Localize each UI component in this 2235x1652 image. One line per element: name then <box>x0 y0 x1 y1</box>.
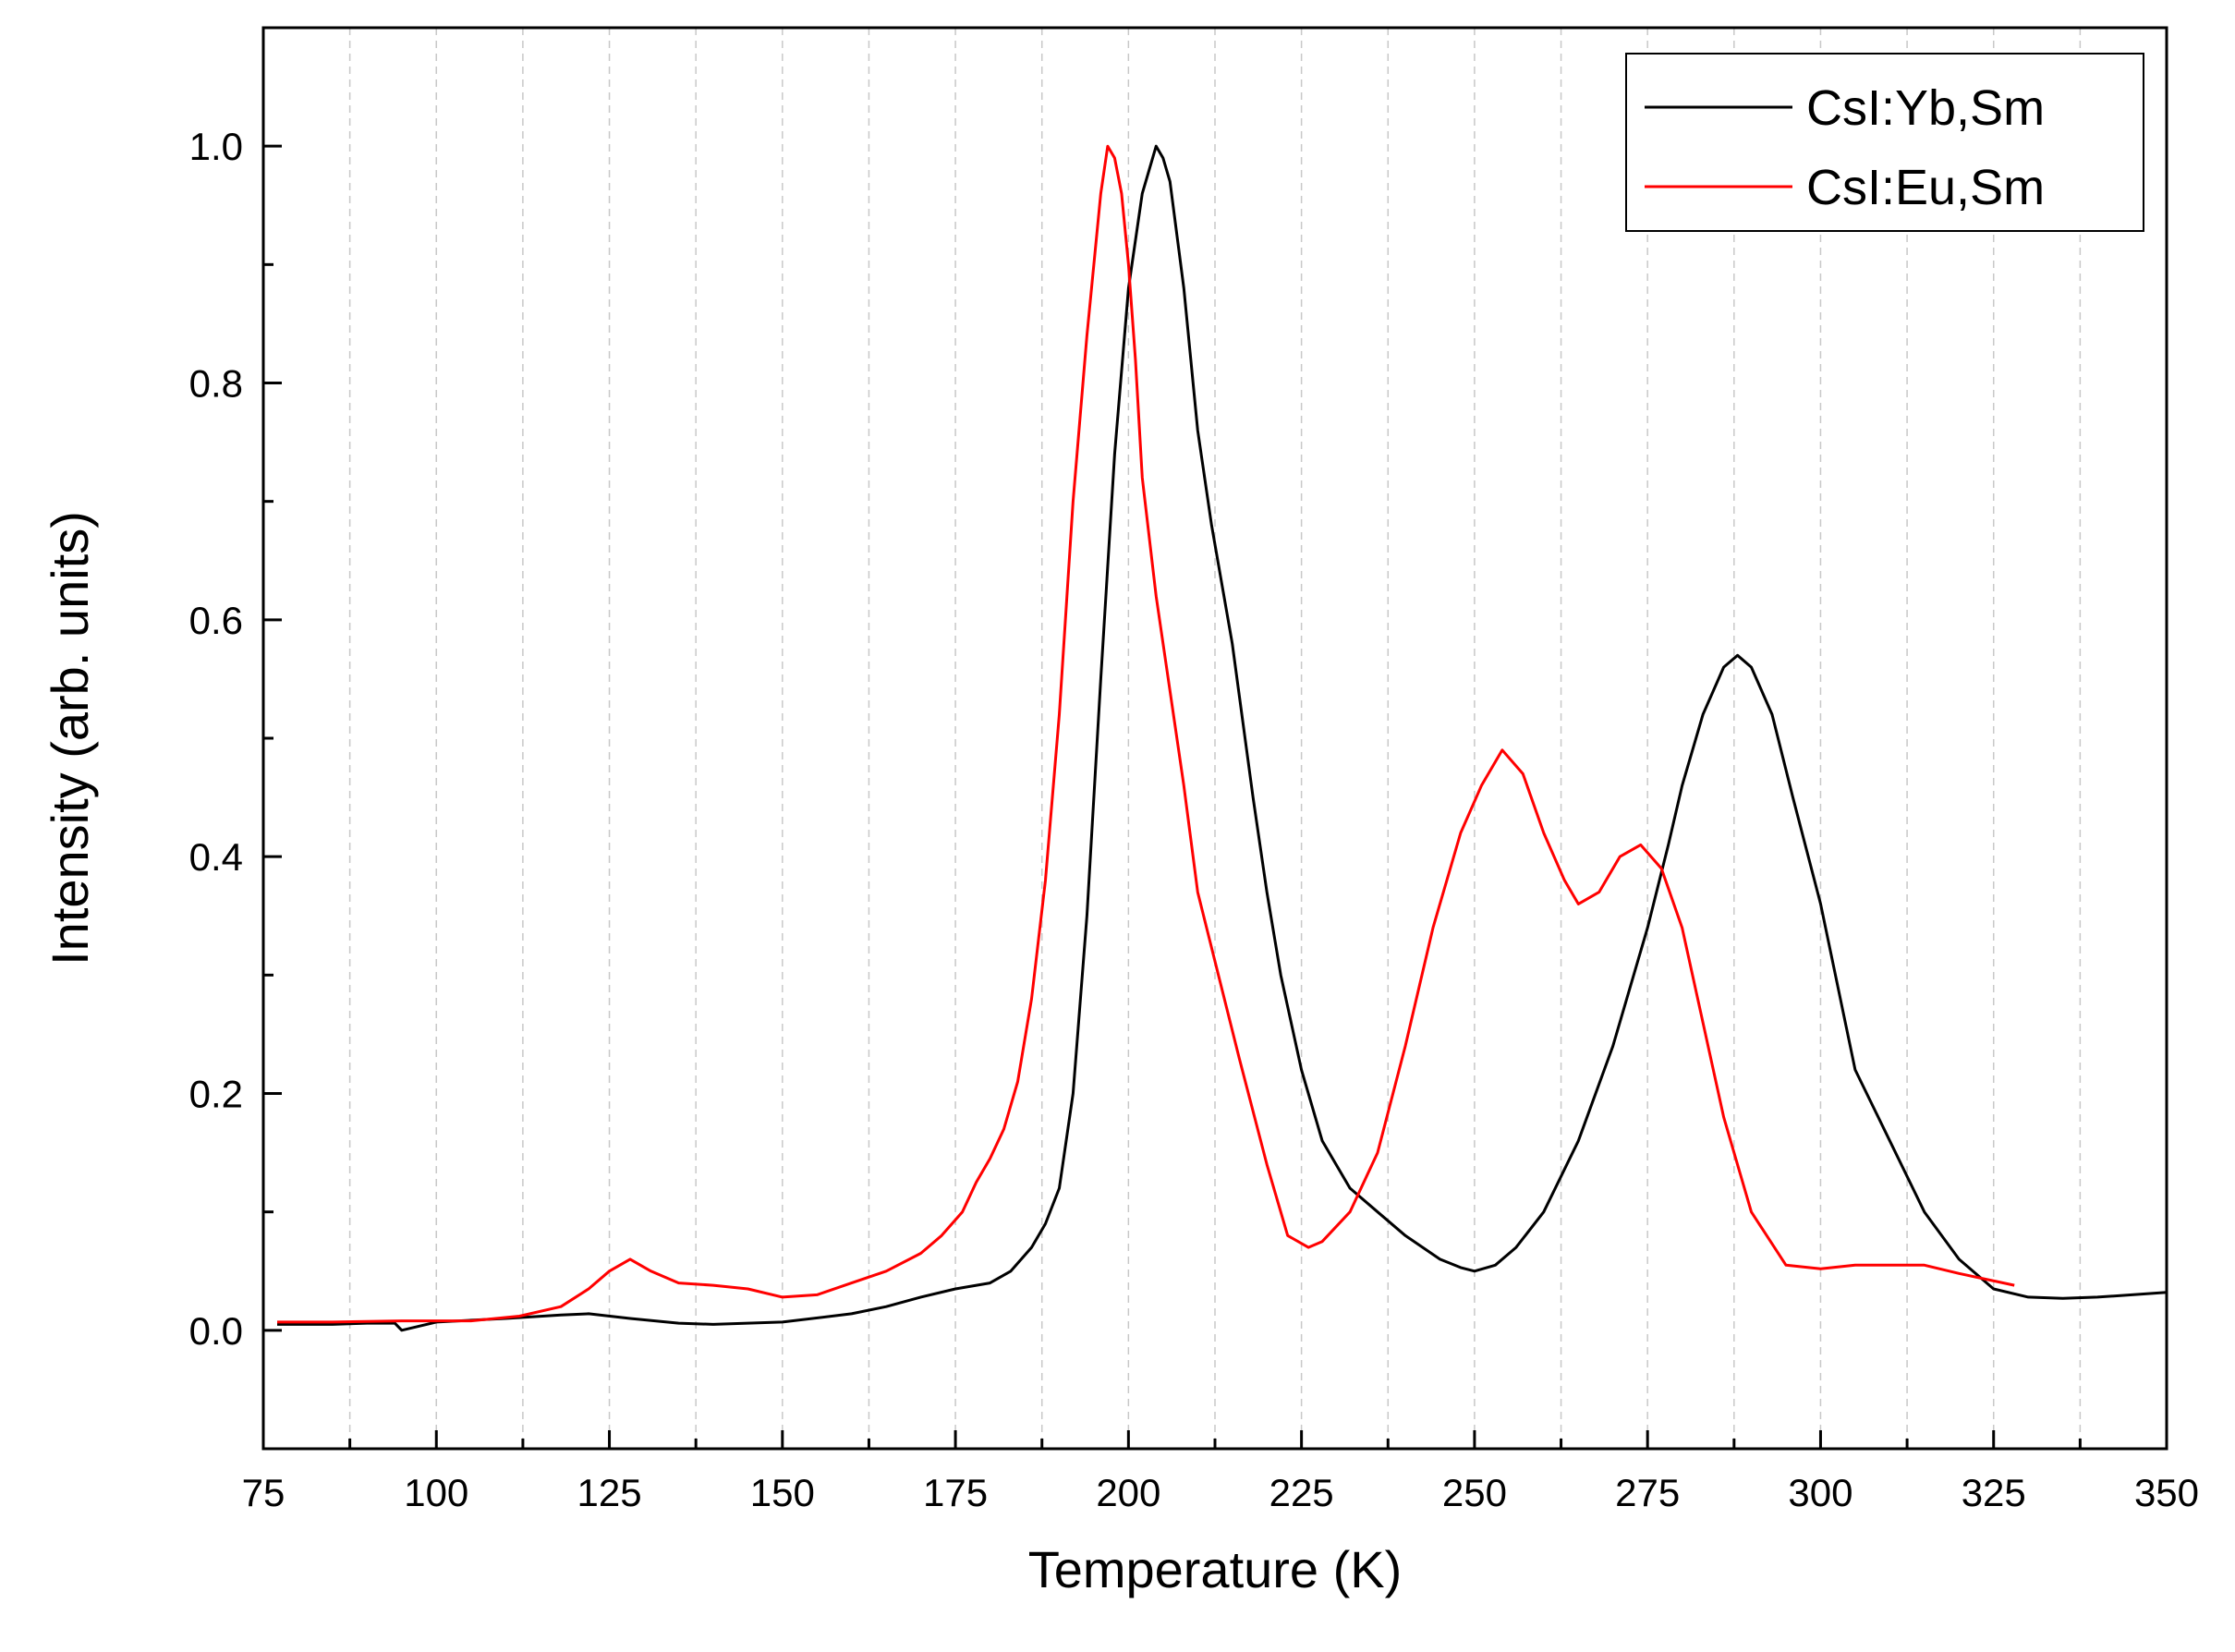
x-tick-label: 175 <box>923 1471 988 1514</box>
series-line-0 <box>277 144 2168 1332</box>
y-tick-label: 0.0 <box>189 1309 243 1353</box>
tick-labels: 75 100 125 150 175 200 225 250 275 300 325 350 0.0 0.… <box>189 125 2199 1514</box>
y-tick-label: 0.8 <box>189 362 243 406</box>
y-tick-label: 0.2 <box>189 1073 243 1116</box>
x-tick-label: 275 <box>1615 1471 1680 1514</box>
legend-label-eu-sm: CsI:Eu,Sm <box>1806 160 2045 215</box>
x-tick-label: 100 <box>404 1471 468 1514</box>
x-tick-label: 75 <box>242 1471 285 1514</box>
x-axis-label: Temperature (K) <box>1028 1540 1403 1598</box>
x-tick-label: 300 <box>1788 1471 1852 1514</box>
legend-label-yb-sm: CsI:Yb,Sm <box>1806 80 2045 136</box>
axis-ticks <box>261 26 2168 1451</box>
x-tick-label: 250 <box>1442 1471 1507 1514</box>
x-tick-label: 350 <box>2134 1471 2199 1514</box>
x-tick-label: 150 <box>750 1471 815 1514</box>
legend: CsI:Yb,Sm CsI:Eu,Sm <box>1625 53 2144 232</box>
y-axis-label: Intensity (arb. units) <box>41 511 99 966</box>
y-tick-label: 1.0 <box>189 125 243 168</box>
gridlines <box>348 28 2082 1449</box>
legend-box <box>1625 53 2144 232</box>
x-tick-label: 225 <box>1269 1471 1334 1514</box>
x-tick-label: 125 <box>577 1471 642 1514</box>
series-layer <box>277 144 2168 1332</box>
x-tick-label: 200 <box>1096 1471 1160 1514</box>
series-line-1 <box>277 144 2015 1324</box>
y-tick-label: 0.6 <box>189 599 243 642</box>
y-tick-label: 0.4 <box>189 835 243 879</box>
x-tick-label: 325 <box>1962 1471 2026 1514</box>
